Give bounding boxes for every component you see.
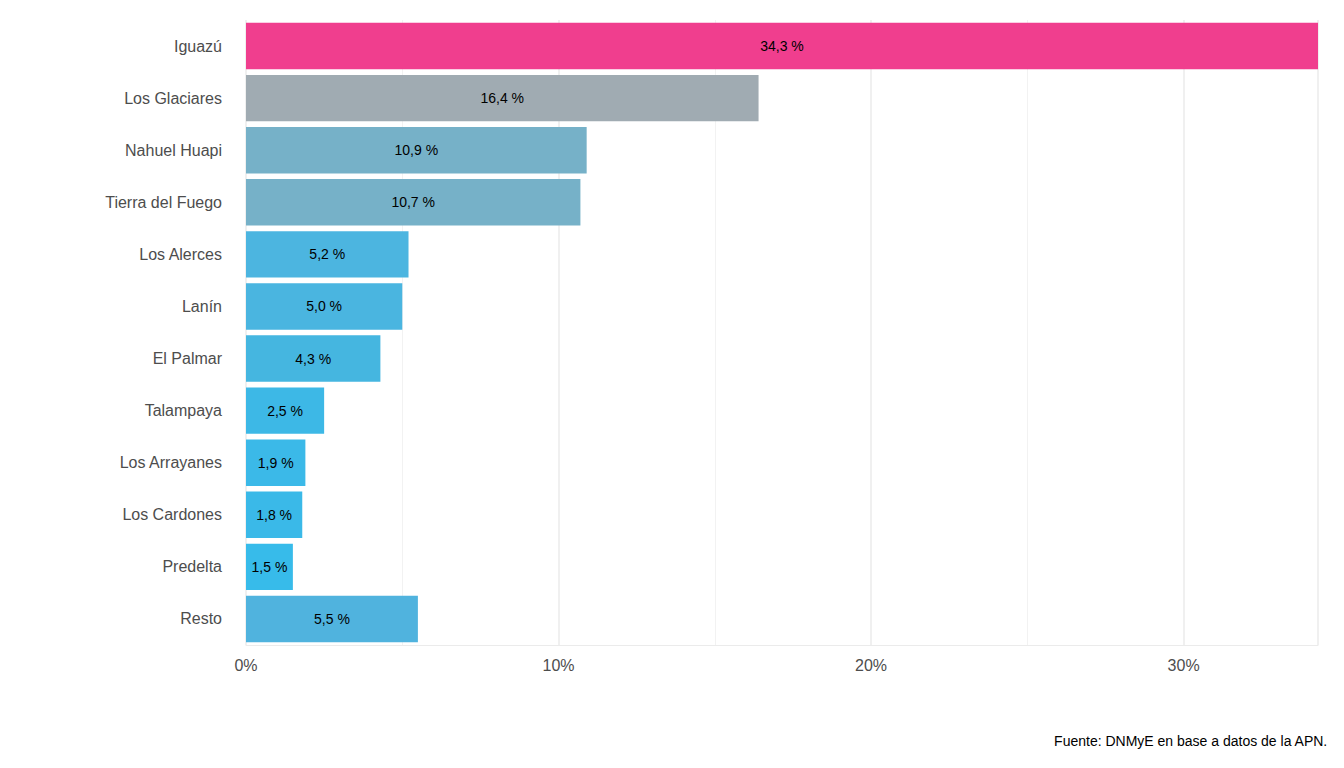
svg-text:1,5 %: 1,5 % xyxy=(252,559,288,575)
svg-text:Los Alerces: Los Alerces xyxy=(139,246,222,263)
svg-text:5,5 %: 5,5 % xyxy=(314,611,350,627)
svg-text:34,3 %: 34,3 % xyxy=(760,38,804,54)
svg-text:Los Arrayanes: Los Arrayanes xyxy=(120,454,222,471)
svg-text:Resto: Resto xyxy=(180,610,222,627)
svg-text:Tierra del Fuego: Tierra del Fuego xyxy=(105,194,222,211)
svg-text:4,3 %: 4,3 % xyxy=(295,351,331,367)
svg-text:10%: 10% xyxy=(543,657,575,674)
svg-text:5,2 %: 5,2 % xyxy=(309,246,345,262)
svg-text:16,4 %: 16,4 % xyxy=(480,90,524,106)
svg-text:5,0 %: 5,0 % xyxy=(306,298,342,314)
svg-text:Lanín: Lanín xyxy=(182,298,222,315)
svg-text:Iguazú: Iguazú xyxy=(174,38,222,55)
svg-text:Los Glaciares: Los Glaciares xyxy=(124,90,222,107)
svg-text:Los Cardones: Los Cardones xyxy=(122,506,222,523)
svg-text:Nahuel Huapi: Nahuel Huapi xyxy=(125,142,222,159)
svg-text:2,5 %: 2,5 % xyxy=(267,403,303,419)
svg-text:1,9 %: 1,9 % xyxy=(258,455,294,471)
svg-text:30%: 30% xyxy=(1168,657,1200,674)
svg-text:20%: 20% xyxy=(855,657,887,674)
svg-text:0%: 0% xyxy=(234,657,257,674)
svg-text:El Palmar: El Palmar xyxy=(153,350,223,367)
svg-text:1,8 %: 1,8 % xyxy=(256,507,292,523)
svg-text:Predelta: Predelta xyxy=(162,558,222,575)
svg-text:Fuente: DNMyE en base a datos: Fuente: DNMyE en base a datos de la APN. xyxy=(1054,733,1327,749)
svg-text:Talampaya: Talampaya xyxy=(145,402,222,419)
svg-text:10,9 %: 10,9 % xyxy=(395,142,439,158)
svg-text:10,7 %: 10,7 % xyxy=(391,194,435,210)
